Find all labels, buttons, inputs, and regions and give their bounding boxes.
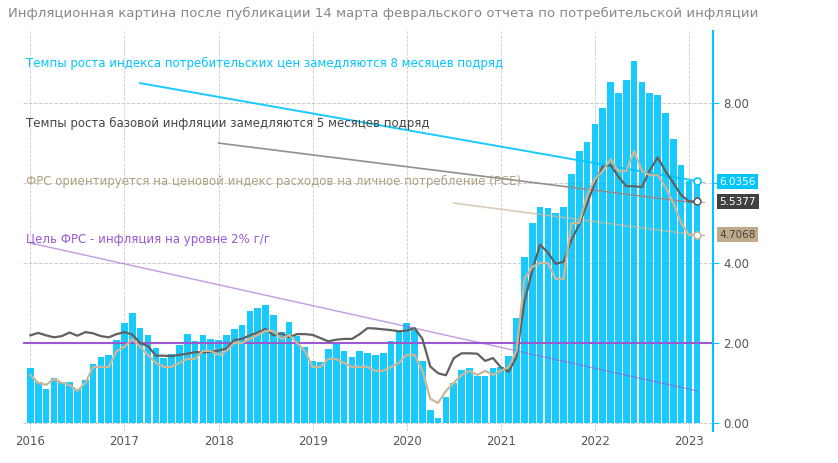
Bar: [270, 315, 277, 423]
Bar: [356, 350, 363, 423]
Bar: [639, 82, 645, 423]
Bar: [388, 341, 395, 423]
Bar: [223, 335, 230, 423]
Bar: [561, 207, 566, 423]
Bar: [341, 351, 347, 423]
Bar: [662, 113, 669, 423]
Bar: [685, 181, 692, 423]
Bar: [317, 362, 323, 423]
Bar: [106, 355, 112, 423]
Bar: [396, 332, 402, 423]
Bar: [584, 142, 591, 423]
Bar: [505, 356, 512, 423]
Text: 6.0356: 6.0356: [720, 177, 756, 187]
Bar: [66, 382, 73, 423]
Bar: [435, 418, 442, 423]
Bar: [599, 108, 606, 423]
Bar: [278, 332, 285, 423]
Bar: [137, 328, 143, 423]
Text: Темпы роста индекса потребительских цен замедляются 8 месяцев подряд: Темпы роста индекса потребительских цен …: [26, 57, 503, 70]
Bar: [27, 368, 34, 423]
Bar: [623, 80, 629, 423]
Bar: [529, 224, 535, 423]
Bar: [536, 207, 543, 423]
Bar: [411, 330, 418, 423]
Bar: [246, 311, 253, 423]
Bar: [129, 313, 136, 423]
Bar: [82, 381, 89, 423]
Bar: [184, 334, 190, 423]
Bar: [576, 150, 582, 423]
Bar: [646, 93, 653, 423]
Bar: [231, 329, 238, 423]
Bar: [513, 318, 520, 423]
Bar: [145, 335, 152, 423]
Bar: [670, 139, 676, 423]
Bar: [592, 124, 598, 423]
Text: 5.5377: 5.5377: [720, 196, 756, 206]
Bar: [176, 345, 183, 423]
Bar: [207, 338, 214, 423]
Bar: [466, 368, 473, 423]
Bar: [521, 257, 528, 423]
Bar: [615, 93, 622, 423]
Bar: [654, 95, 661, 423]
Bar: [380, 352, 386, 423]
Bar: [333, 343, 339, 423]
Bar: [309, 361, 316, 423]
Bar: [568, 174, 575, 423]
Bar: [90, 364, 96, 423]
Bar: [168, 354, 175, 423]
Bar: [489, 369, 496, 423]
Bar: [262, 305, 269, 423]
Bar: [427, 410, 433, 423]
Bar: [349, 357, 355, 423]
Bar: [35, 382, 42, 423]
Bar: [631, 61, 638, 423]
Bar: [160, 358, 167, 423]
Bar: [199, 335, 206, 423]
Bar: [545, 208, 551, 423]
Bar: [451, 383, 457, 423]
Bar: [458, 370, 465, 423]
Bar: [365, 353, 371, 423]
Bar: [482, 376, 489, 423]
Bar: [474, 375, 481, 423]
Text: Инфляционная картина после публикации 14 марта февральского отчета по потребител: Инфляционная картина после публикации 14…: [8, 7, 758, 20]
Bar: [302, 346, 308, 423]
Bar: [498, 367, 504, 423]
Bar: [442, 397, 449, 423]
Text: Темпы роста базовой инфляции замедляются 5 месяцев подряд: Темпы роста базовой инфляции замедляются…: [26, 117, 430, 130]
Bar: [325, 349, 332, 423]
Bar: [419, 361, 426, 423]
Bar: [122, 323, 128, 423]
Text: ФРС ориентируется на ценовой индекс расходов на личное потребление (PCE): ФРС ориентируется на ценовой индекс расх…: [26, 175, 521, 188]
Bar: [286, 322, 292, 423]
Bar: [678, 165, 685, 423]
Bar: [694, 181, 701, 423]
Bar: [153, 348, 159, 423]
Bar: [215, 340, 222, 423]
Bar: [192, 341, 199, 423]
Bar: [403, 323, 410, 423]
Bar: [59, 382, 65, 423]
Bar: [293, 336, 300, 423]
Bar: [372, 355, 379, 423]
Bar: [98, 357, 104, 423]
Bar: [255, 308, 261, 423]
Text: 4.7068: 4.7068: [720, 230, 756, 240]
Text: Цель ФРС - инфляция на уровне 2% г/г: Цель ФРС - инфляция на уровне 2% г/г: [26, 233, 270, 246]
Bar: [50, 378, 57, 423]
Bar: [113, 340, 120, 423]
Bar: [608, 81, 614, 423]
Bar: [239, 325, 246, 423]
Bar: [43, 389, 49, 423]
Bar: [74, 389, 80, 423]
Bar: [552, 213, 559, 423]
